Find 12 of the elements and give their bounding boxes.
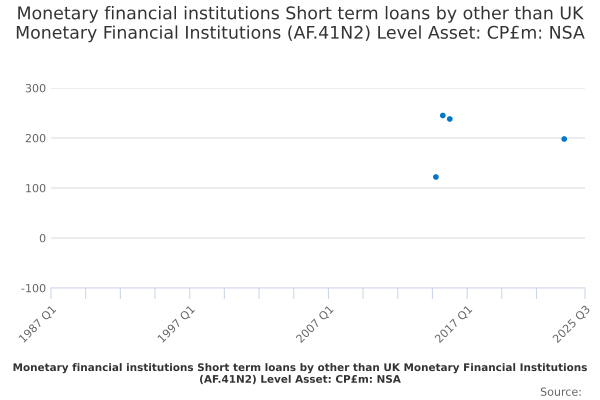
y-tick-label: 100 [26,184,46,192]
y-tick-label: -100 [21,284,46,292]
point [440,112,446,118]
x-axis-title: Monetary financial institutions Short term loans by other than UK Monetary Financial Institutions (AF.41N2) Level Asset: CP£m: NSA [14,363,587,384]
point [433,174,439,180]
point [561,136,568,142]
source-note: Source: [540,387,581,396]
y-tick-label: 0 [40,234,46,242]
chart-title: Monetary financial institutions Short term loans by other than UK Monetary Financial Institutions (AF.41N2) Level Asset: CP£m: NSA [16,6,585,42]
point [446,116,453,122]
y-tick-label: 200 [26,134,46,142]
y-tick-label: 300 [26,84,46,92]
